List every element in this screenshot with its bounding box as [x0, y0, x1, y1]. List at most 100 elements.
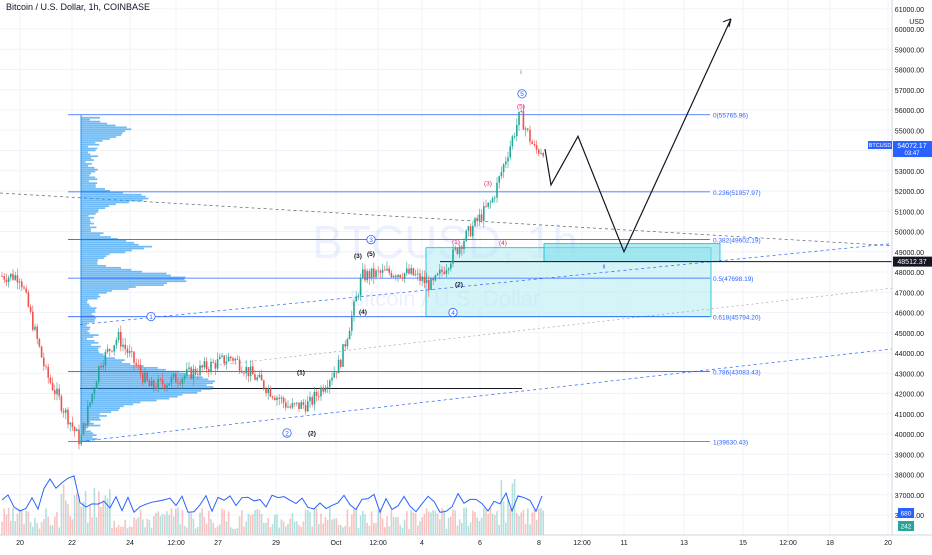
volume-bar: [256, 509, 258, 535]
profile-bar: [81, 372, 187, 375]
candle-body: [450, 263, 452, 269]
candle-body: [45, 366, 47, 368]
profile-bar: [81, 359, 125, 361]
volume-bar: [447, 517, 450, 535]
volume-bar: [535, 519, 538, 535]
volume-bar: [269, 527, 272, 535]
y-tick-label: 48000.00: [895, 270, 924, 277]
volume-bar: [461, 522, 463, 535]
candle-body: [311, 397, 313, 405]
candle-body: [474, 218, 476, 226]
profile-bar: [81, 374, 195, 377]
candles: [1, 105, 544, 450]
ticker-tag-label: BTCUSD: [869, 143, 892, 149]
profile-bar: [81, 341, 99, 344]
volume-bar: [428, 511, 430, 535]
volume-bar: [285, 526, 287, 535]
candle-body: [302, 402, 305, 406]
volume-bar: [443, 510, 445, 535]
candle-body: [370, 268, 373, 279]
profile-bar: [81, 390, 202, 392]
volume-bar: [89, 505, 91, 535]
y-tick-label: 55000.00: [895, 128, 924, 135]
wave-label: 1: [149, 314, 153, 321]
candle-body: [131, 351, 133, 352]
profile-bar: [81, 138, 110, 140]
candle-body: [258, 374, 261, 378]
profile-bar: [81, 228, 92, 231]
profile-bar: [81, 236, 111, 238]
profile-bar: [81, 318, 96, 321]
fib-label: 0.786(43083.43): [713, 370, 761, 377]
fib-label: 0(55765.96): [713, 113, 748, 120]
candle-body: [509, 146, 511, 158]
volume-profile: [80, 114, 216, 442]
profile-bar: [81, 424, 101, 427]
volume-bar: [159, 515, 162, 535]
wave-circle: [146, 311, 156, 322]
y-tick-label: 38000.00: [895, 473, 924, 480]
volume-bar: [214, 527, 217, 535]
projection-path[interactable]: [544, 18, 732, 254]
candle-body: [227, 356, 230, 362]
symbol-title: Bitcoin / U.S. Dollar, 1h, COINBASE: [6, 2, 150, 12]
candle-body: [87, 406, 89, 426]
volume-bar: [362, 511, 364, 535]
candle-body: [309, 397, 311, 402]
volume-bar: [208, 510, 210, 535]
profile-bar: [81, 116, 100, 119]
profile-bar: [81, 182, 98, 184]
volume-bar: [421, 517, 423, 535]
volume-bar: [170, 508, 173, 535]
candle-body: [287, 406, 289, 408]
profile-bar: [81, 303, 90, 306]
volume-bar: [16, 513, 19, 535]
volume-bar: [236, 527, 239, 535]
volume-bar: [518, 515, 520, 535]
profile-bar: [81, 391, 198, 394]
volume-bar: [12, 508, 14, 535]
profile-bar: [81, 207, 106, 210]
volume-bar: [531, 512, 533, 535]
profile-bar: [81, 199, 144, 202]
profile-bar: [81, 141, 96, 144]
volume-bar: [520, 512, 522, 535]
candle-body: [421, 276, 423, 281]
volume-bar: [27, 511, 30, 535]
volume-bar: [419, 521, 421, 535]
volume-bar: [60, 493, 63, 535]
volume-bar: [14, 521, 16, 535]
volume-bar: [98, 491, 100, 535]
fib-label: 1(39630.43): [713, 439, 748, 446]
candle-body: [522, 110, 525, 130]
volume-bar: [190, 512, 192, 535]
volume-bar: [69, 515, 71, 535]
profile-bar: [81, 213, 96, 215]
candle-body: [313, 391, 316, 405]
profile-bar: [81, 313, 92, 315]
profile-bar: [81, 397, 170, 400]
candle-body: [27, 292, 30, 307]
volume-bar: [137, 517, 140, 535]
volume-bar: [403, 519, 406, 535]
fib-retracement[interactable]: 0(55765.96) 0.236(51957.97) 0.382(49602.19…: [68, 113, 761, 447]
profile-bar: [81, 365, 144, 367]
profile-bar: [81, 330, 88, 333]
candle-body: [43, 357, 45, 367]
profile-bar: [81, 122, 108, 125]
wave-label: 2: [285, 430, 289, 437]
volume-bar: [34, 517, 36, 535]
candle-body: [478, 214, 481, 221]
profile-bar: [81, 307, 97, 310]
y-tick-label: 44000.00: [895, 351, 924, 358]
candle-body: [232, 358, 234, 361]
volume-bar: [7, 507, 10, 535]
wave-circle: [517, 89, 527, 99]
volume-bar: [49, 525, 52, 535]
volume-bar: [76, 493, 78, 535]
profile-bar: [81, 255, 107, 258]
volume-bar: [430, 512, 432, 535]
volume-bar: [216, 526, 219, 535]
